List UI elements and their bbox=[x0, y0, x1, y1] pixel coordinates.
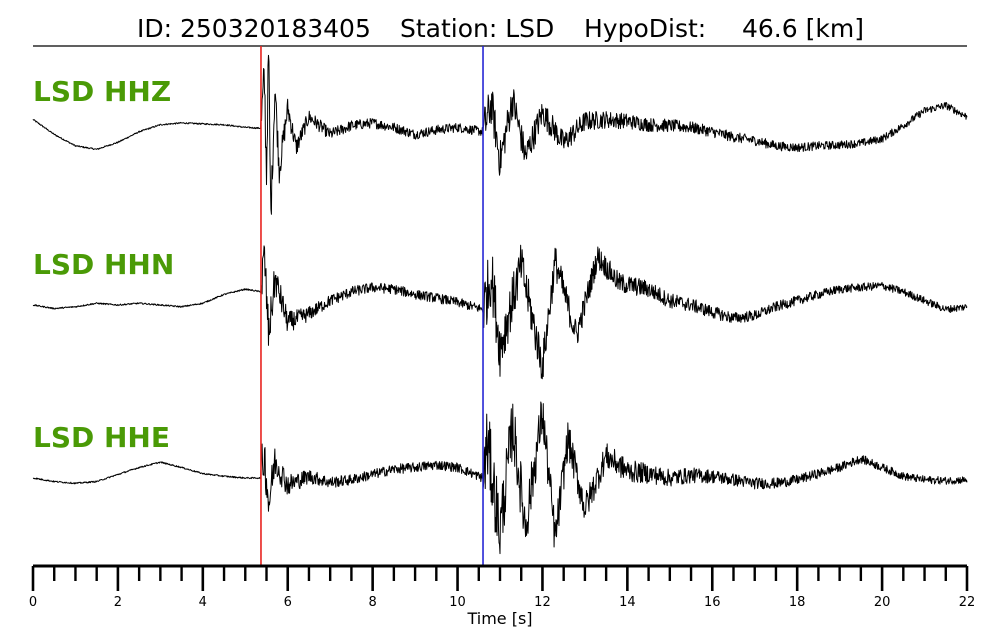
trace-label-hhn: LSD HHN bbox=[33, 248, 174, 281]
time-axis: 0 2 4 6 8 10 12 14 16 18 20 22 bbox=[29, 564, 976, 610]
x-tick-label: 2 bbox=[114, 595, 122, 610]
x-axis-label: Time [s] bbox=[466, 609, 532, 628]
x-tick-label: 16 bbox=[704, 595, 721, 610]
trace-hhz bbox=[32, 54, 968, 215]
trace-label-hhz: LSD HHZ bbox=[33, 75, 171, 108]
x-tick-label: 6 bbox=[284, 595, 292, 610]
title-hypodist-value: 46.6 [km] bbox=[742, 14, 864, 43]
trace-label-hhe: LSD HHE bbox=[33, 421, 170, 454]
title-hypodist-label: HypoDist: bbox=[584, 14, 706, 43]
title-event-id: ID: 250320183405 bbox=[137, 14, 371, 43]
x-tick-label: 20 bbox=[874, 595, 891, 610]
x-tick-label: 18 bbox=[789, 595, 806, 610]
traces-layer bbox=[32, 54, 968, 555]
x-tick-label: 8 bbox=[368, 595, 376, 610]
x-tick-label: 10 bbox=[449, 595, 466, 610]
x-tick-label: 14 bbox=[619, 595, 636, 610]
trace-hhn bbox=[32, 244, 968, 380]
x-tick-label: 0 bbox=[29, 595, 37, 610]
trace-hhe bbox=[32, 401, 968, 555]
x-tick-label: 22 bbox=[959, 595, 976, 610]
picks-layer bbox=[260, 46, 484, 566]
x-tick-label: 12 bbox=[534, 595, 551, 610]
x-tick-label: 4 bbox=[199, 595, 207, 610]
title-station: Station: LSD bbox=[400, 14, 554, 43]
